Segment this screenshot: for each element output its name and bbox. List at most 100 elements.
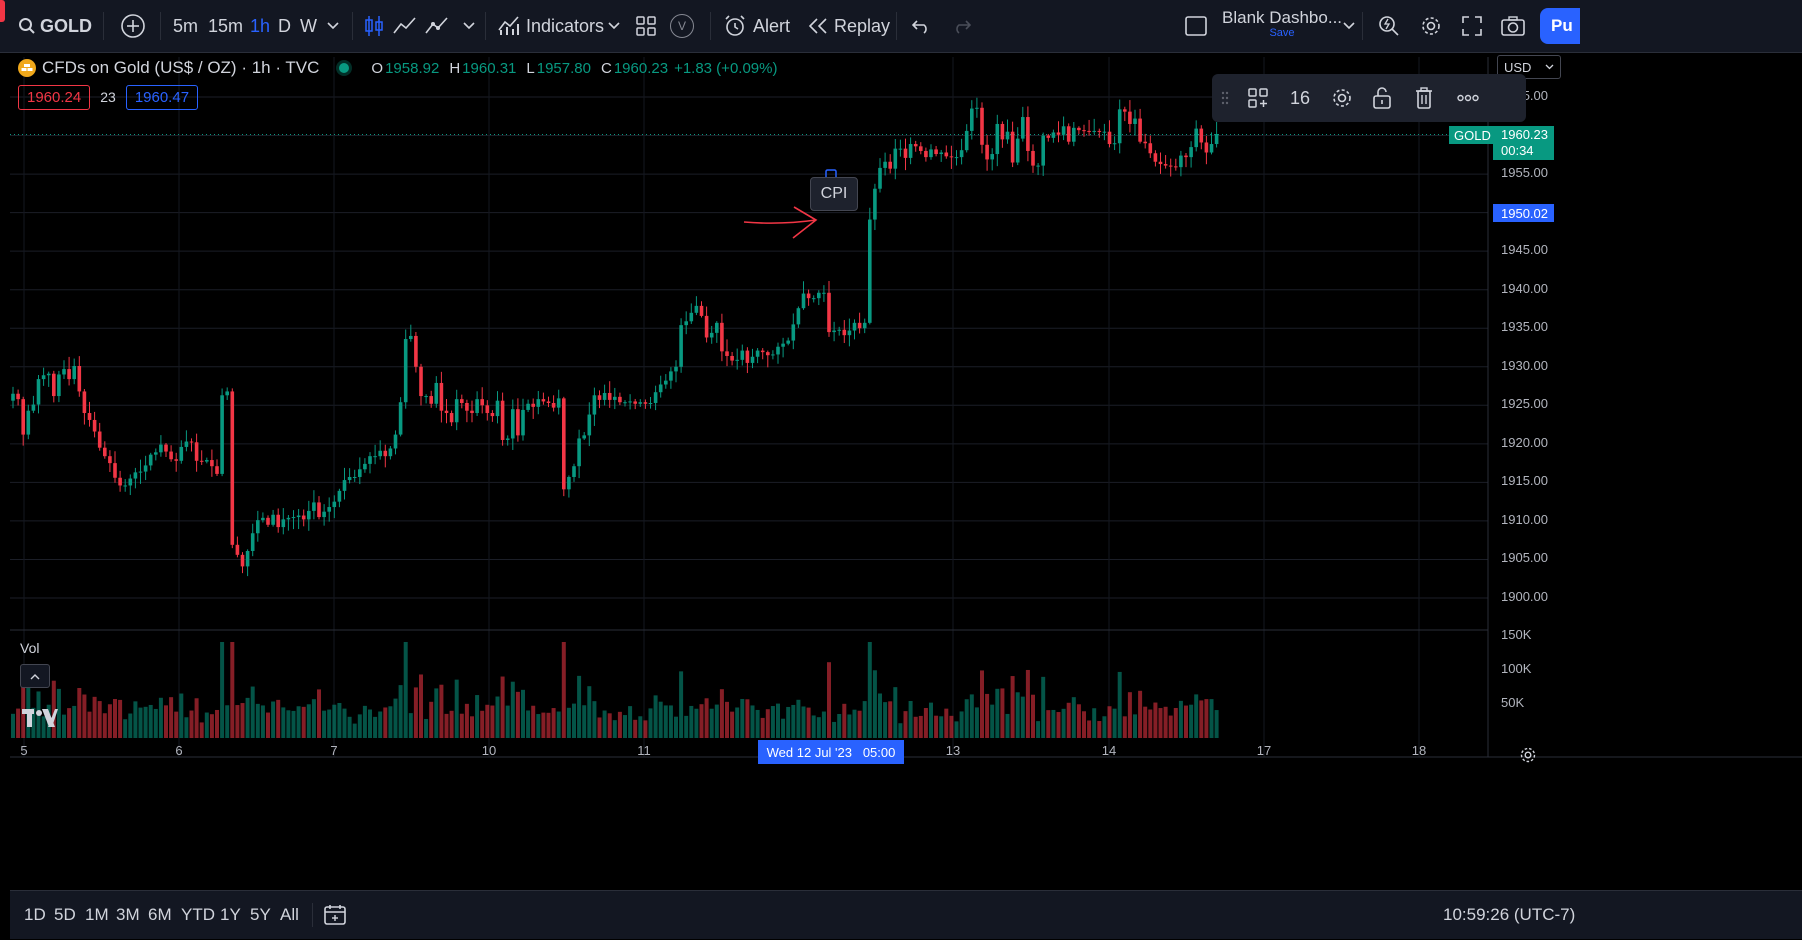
layout-dropdown[interactable]: [1343, 0, 1355, 52]
layout-select-button[interactable]: [1185, 0, 1207, 52]
interval-15m[interactable]: 15m: [208, 15, 244, 36]
line-chart-type-button[interactable]: [393, 0, 417, 52]
font-size-button[interactable]: 16: [1289, 87, 1311, 108]
volume-bar: [291, 710, 296, 738]
volume-bar: [765, 709, 770, 738]
lock-button[interactable]: [1364, 74, 1400, 122]
scale-settings-button[interactable]: [1519, 746, 1537, 769]
ask-price-box[interactable]: 1960.47: [125, 84, 199, 110]
time-tick-label: 18: [1411, 743, 1427, 758]
volume-bar: [1189, 704, 1194, 738]
bid-price-box[interactable]: 1960.24: [18, 84, 91, 110]
volume-bar: [923, 708, 928, 738]
volume-bar: [658, 701, 663, 738]
indicator-template-button[interactable]: [425, 0, 451, 52]
interval-5m[interactable]: 5m: [173, 15, 199, 36]
template-button[interactable]: [1240, 74, 1276, 122]
high-value: 1960.31: [462, 59, 517, 77]
range-1y[interactable]: 1Y: [220, 905, 241, 924]
candle-body: [332, 501, 337, 508]
settings-button[interactable]: [1420, 0, 1442, 52]
candle-body: [500, 400, 505, 440]
v-badge-button[interactable]: V: [670, 0, 694, 52]
volume-bar: [1056, 712, 1061, 738]
indicators-button[interactable]: Indicators: [498, 0, 604, 52]
candle-body: [378, 450, 382, 457]
volume-bar: [1031, 694, 1035, 738]
candle-body: [174, 459, 178, 461]
volume-bar: [786, 706, 791, 738]
drawing-floating-toolbar[interactable]: 16: [1212, 74, 1526, 122]
range-5y[interactable]: 5Y: [250, 905, 271, 924]
chevron-down-icon: [608, 22, 620, 30]
indicators-dropdown[interactable]: [608, 0, 620, 52]
volume-bar: [459, 713, 464, 738]
clock-timezone[interactable]: 10:59:26 (UTC-7): [1443, 905, 1576, 924]
volume-bar: [77, 687, 82, 738]
collapse-pane-button[interactable]: [20, 664, 50, 688]
interval-1h[interactable]: 1h: [250, 15, 271, 36]
quick-search-button[interactable]: [1378, 0, 1400, 52]
candle-body: [546, 401, 551, 403]
go-to-date-button[interactable]: [324, 891, 346, 939]
candle-body: [327, 507, 331, 512]
price-tick-label: 1940.00: [1501, 280, 1548, 296]
symbol-search-button[interactable]: GOLD: [18, 0, 92, 52]
last-price-label: 1960.23 00:34: [1493, 126, 1554, 160]
layout-name[interactable]: Blank Dashbo... Save: [1222, 8, 1342, 44]
price-chart[interactable]: [10, 57, 1802, 890]
candle-body: [373, 456, 377, 458]
candle-body: [699, 305, 704, 316]
range-3m[interactable]: 3M: [116, 905, 140, 924]
redo-button[interactable]: [953, 0, 971, 52]
alert-button[interactable]: Alert: [724, 0, 790, 52]
candle-body: [291, 517, 296, 519]
fullscreen-icon: [1462, 16, 1482, 36]
candle-body: [368, 456, 372, 464]
more-options-button[interactable]: [1448, 74, 1488, 122]
candle-body: [296, 515, 301, 518]
candle-body: [817, 292, 821, 299]
chart-area[interactable]: CPI CFDs on Gold (US$ / OZ) · 1h · TVC O…: [10, 55, 1802, 890]
volume-bar: [158, 697, 163, 738]
chart-type-dropdown[interactable]: [463, 0, 475, 52]
delete-button[interactable]: [1406, 74, 1442, 122]
symbol-title: CFDs on Gold (US$ / OZ) · 1h · TVC: [42, 58, 320, 77]
publish-button[interactable]: Pu: [1540, 8, 1580, 44]
interval-d[interactable]: D: [278, 15, 291, 36]
fullscreen-button[interactable]: [1462, 0, 1482, 52]
candle-body: [108, 456, 112, 464]
volume-bar: [1005, 713, 1010, 738]
layout-grid-button[interactable]: [636, 0, 656, 52]
indicators-icon: [498, 16, 520, 36]
snapshot-button[interactable]: [1501, 0, 1525, 52]
range-ytd[interactable]: YTD: [181, 905, 215, 924]
range-5d[interactable]: 5D: [54, 905, 76, 924]
replay-button[interactable]: Replay: [808, 0, 890, 52]
undo-icon: [912, 18, 930, 34]
compare-button[interactable]: [120, 0, 146, 52]
range-1d[interactable]: 1D: [24, 905, 46, 924]
candle-body: [903, 148, 908, 158]
interval-w[interactable]: W: [300, 15, 317, 36]
drag-handle[interactable]: [1214, 74, 1236, 122]
interval-dropdown[interactable]: [327, 0, 339, 52]
volume-bar: [179, 693, 184, 738]
undo-button[interactable]: [912, 0, 930, 52]
range-1m[interactable]: 1M: [85, 905, 109, 924]
volume-bar: [454, 679, 459, 738]
cpi-annotation-label[interactable]: CPI: [810, 177, 858, 211]
volume-bar: [419, 674, 423, 738]
candle-body: [735, 359, 739, 361]
candle-body: [837, 329, 841, 331]
volume-tick-label: 150K: [1501, 627, 1532, 642]
range-6m[interactable]: 6M: [148, 905, 172, 924]
drawing-settings-button[interactable]: [1324, 74, 1360, 122]
chevron-down-icon: [463, 22, 475, 30]
range-all[interactable]: All: [280, 905, 299, 924]
volume-bar: [566, 707, 571, 738]
candles-chart-type-button[interactable]: [364, 0, 384, 52]
volume-bar: [750, 705, 755, 738]
volume-bar: [21, 671, 26, 738]
legend-header[interactable]: CFDs on Gold (US$ / OZ) · 1h · TVC O 195…: [18, 57, 787, 79]
